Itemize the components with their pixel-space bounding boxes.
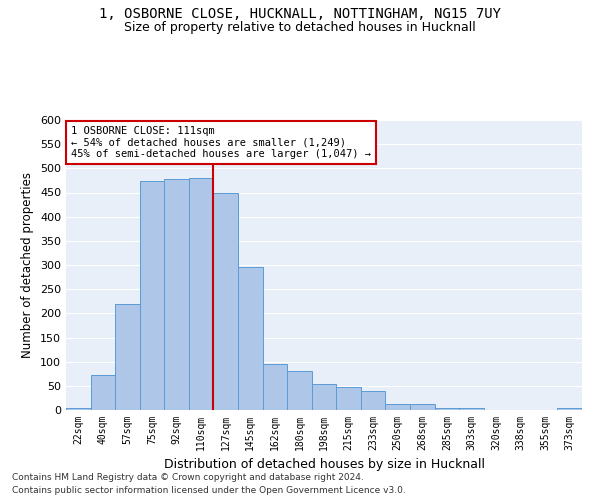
Bar <box>434 408 459 410</box>
Text: 1, OSBORNE CLOSE, HUCKNALL, NOTTINGHAM, NG15 7UY: 1, OSBORNE CLOSE, HUCKNALL, NOTTINGHAM, … <box>99 8 501 22</box>
Bar <box>189 178 214 410</box>
Text: 1 OSBORNE CLOSE: 111sqm
← 54% of detached houses are smaller (1,249)
45% of semi: 1 OSBORNE CLOSE: 111sqm ← 54% of detache… <box>71 126 371 159</box>
Bar <box>287 372 312 410</box>
Bar <box>91 375 115 410</box>
Text: Contains public sector information licensed under the Open Government Licence v3: Contains public sector information licen… <box>12 486 406 495</box>
Bar <box>263 364 287 410</box>
Bar <box>557 408 582 410</box>
X-axis label: Distribution of detached houses by size in Hucknall: Distribution of detached houses by size … <box>163 458 485 471</box>
Text: Contains HM Land Registry data © Crown copyright and database right 2024.: Contains HM Land Registry data © Crown c… <box>12 472 364 482</box>
Bar <box>410 404 434 410</box>
Bar <box>361 390 385 410</box>
Bar <box>140 182 164 410</box>
Bar <box>312 384 336 410</box>
Bar <box>214 192 238 410</box>
Y-axis label: Number of detached properties: Number of detached properties <box>22 172 34 358</box>
Text: Size of property relative to detached houses in Hucknall: Size of property relative to detached ho… <box>124 21 476 34</box>
Bar <box>238 268 263 410</box>
Bar <box>459 408 484 410</box>
Bar <box>336 388 361 410</box>
Bar <box>164 180 189 410</box>
Bar <box>385 404 410 410</box>
Bar <box>115 304 140 410</box>
Bar <box>66 408 91 410</box>
